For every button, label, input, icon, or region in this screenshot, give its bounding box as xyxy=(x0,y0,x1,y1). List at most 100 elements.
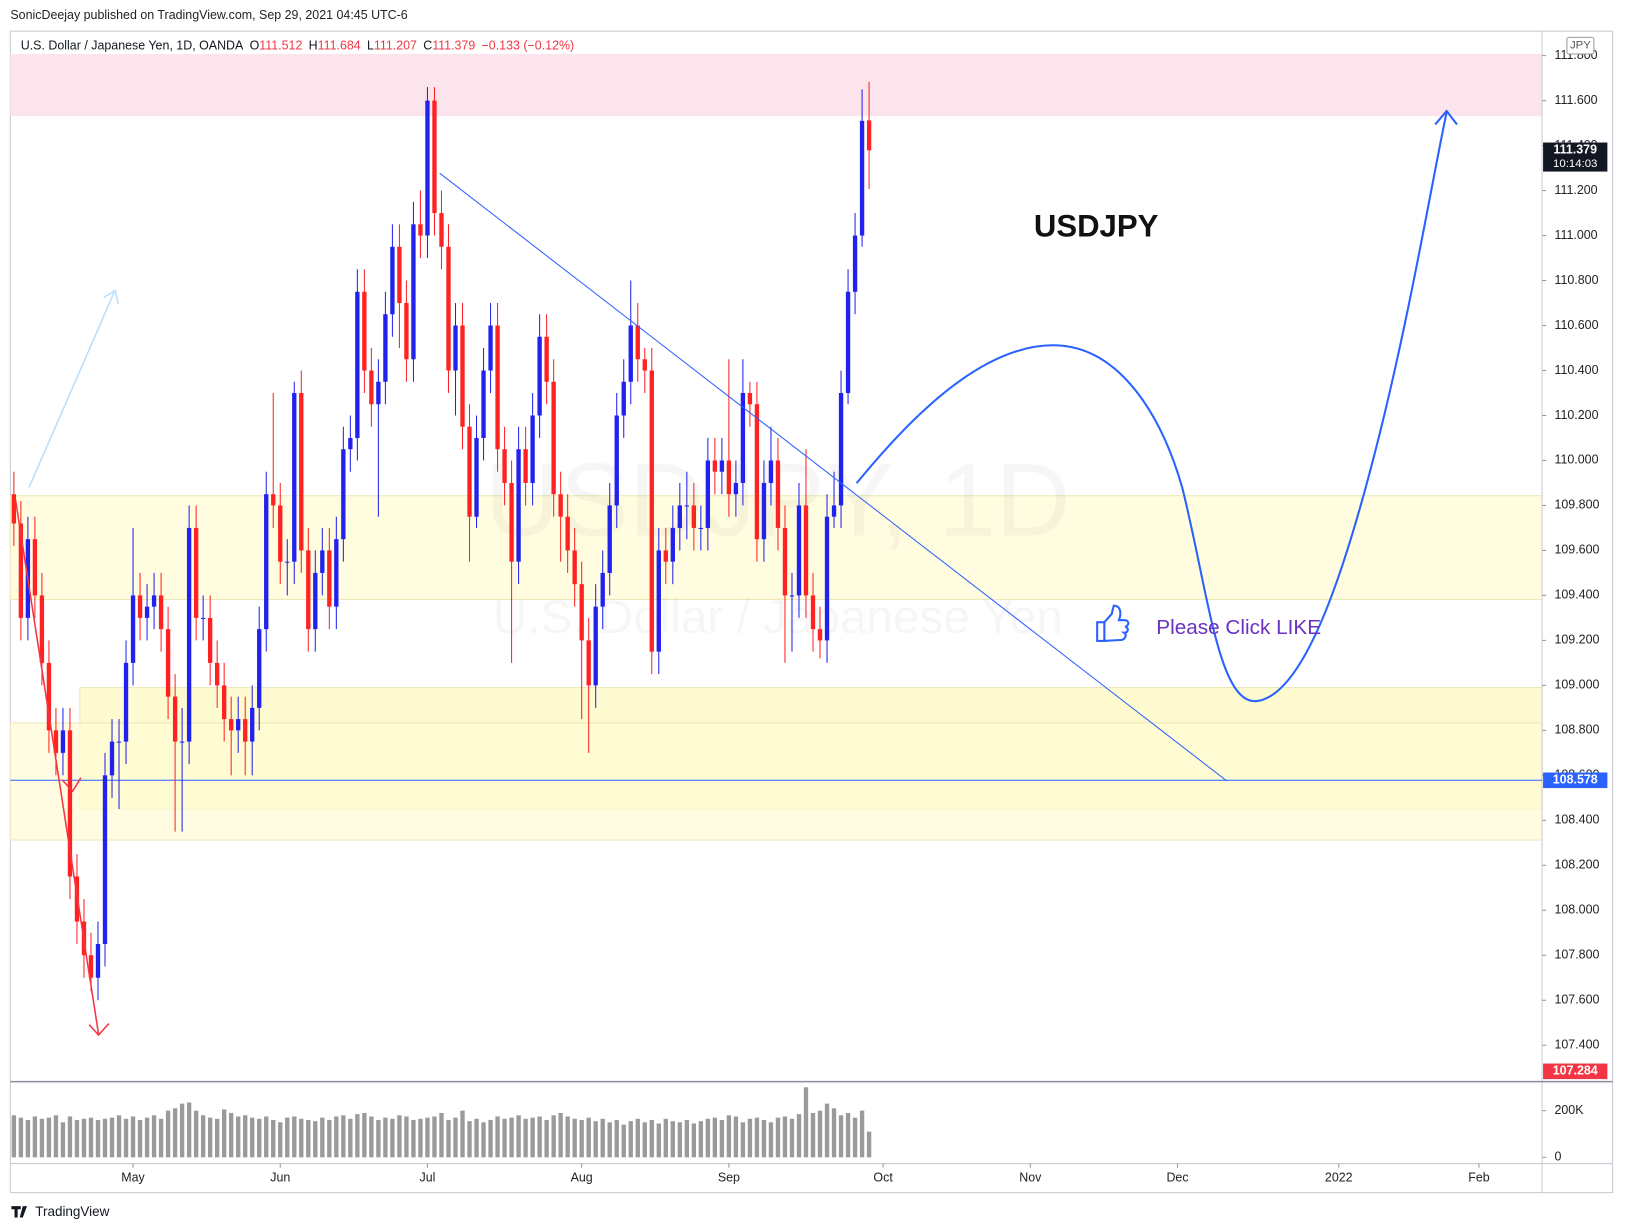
candle-body xyxy=(530,415,535,483)
volume-bar xyxy=(39,1118,45,1158)
volume-bar xyxy=(207,1117,213,1158)
support-zone xyxy=(9,722,1543,841)
volume-bar xyxy=(684,1119,690,1158)
volume-bar xyxy=(754,1117,760,1158)
candle-body xyxy=(320,550,325,573)
x-tick-label: Feb xyxy=(1468,1170,1490,1184)
volume-bar xyxy=(320,1117,325,1158)
candle-body xyxy=(102,775,108,945)
candle-body xyxy=(425,100,430,236)
candle-body xyxy=(60,730,66,753)
volume-bar xyxy=(824,1103,830,1158)
candle-body xyxy=(866,120,872,151)
candle-body xyxy=(642,359,647,371)
price-tag xyxy=(1543,772,1608,789)
annotation-like: Please Click LIKE xyxy=(1156,616,1321,639)
volume-bar xyxy=(250,1117,255,1158)
volume-bar xyxy=(67,1116,73,1158)
volume-bar xyxy=(25,1119,31,1158)
volume-bar xyxy=(264,1116,269,1158)
candle-body xyxy=(621,381,626,416)
volume-bar xyxy=(817,1110,823,1158)
volume-bar xyxy=(789,1118,795,1158)
volume-bar xyxy=(313,1121,318,1158)
volume-bar xyxy=(376,1119,381,1158)
candle-body xyxy=(271,494,276,506)
candle-body xyxy=(257,629,262,708)
candle-body xyxy=(229,719,234,731)
candle-body xyxy=(88,955,94,978)
candle-body xyxy=(593,606,598,686)
candle-body xyxy=(810,595,816,630)
candle-body xyxy=(334,539,339,607)
volume-bar xyxy=(474,1118,479,1158)
volume-bar xyxy=(747,1118,753,1158)
candle-body xyxy=(509,482,514,562)
volume-bar xyxy=(418,1118,423,1158)
x-tick-label: Jun xyxy=(270,1170,290,1184)
volume-bar xyxy=(775,1117,781,1158)
candles xyxy=(11,81,872,1158)
volume-bar xyxy=(369,1116,374,1158)
candle-body xyxy=(348,437,353,450)
volume-bar xyxy=(271,1119,276,1158)
candle-body xyxy=(32,539,38,596)
volume-bar xyxy=(495,1116,500,1158)
volume-bar xyxy=(123,1118,129,1158)
zones xyxy=(9,53,1543,841)
volume-bar xyxy=(523,1118,528,1158)
volume-bar xyxy=(656,1123,661,1158)
y-tick-label: 110.400 xyxy=(1554,363,1598,377)
candle-body xyxy=(523,449,528,483)
volume-bar xyxy=(404,1116,409,1158)
volume-bar xyxy=(502,1118,507,1158)
volume-bar xyxy=(88,1117,94,1158)
symbol-line: U.S. Dollar / Japanese Yen, 1D, OANDA O11… xyxy=(21,39,574,53)
candle-body xyxy=(488,325,493,371)
candle-body xyxy=(236,719,241,731)
volume-bar xyxy=(137,1119,143,1158)
candle-body xyxy=(607,505,612,573)
candle-body xyxy=(193,527,199,618)
volume-bar xyxy=(733,1116,739,1158)
volume-bar xyxy=(621,1124,626,1158)
y-tick-label: 107.600 xyxy=(1554,993,1599,1007)
candle-body xyxy=(383,314,388,382)
candle-body xyxy=(439,213,444,247)
candle-body xyxy=(565,516,570,551)
candle-body xyxy=(572,550,577,585)
candle-body xyxy=(95,944,101,978)
y-tick-label: 111.000 xyxy=(1554,228,1597,242)
candle-body xyxy=(404,303,409,360)
candle-body xyxy=(544,336,549,382)
volume-bar xyxy=(845,1112,851,1158)
volume-bar xyxy=(719,1119,725,1158)
volume-bar xyxy=(544,1119,549,1158)
candle-body xyxy=(852,235,858,292)
candle-body xyxy=(677,505,682,528)
candle-body xyxy=(670,527,675,562)
candle-body xyxy=(306,550,311,630)
volume-bar xyxy=(838,1115,844,1158)
candle-body xyxy=(803,505,809,596)
y-tick-label: 109.600 xyxy=(1554,543,1599,557)
candle-body xyxy=(53,730,59,753)
volume-bar xyxy=(341,1115,346,1158)
volume-bar xyxy=(551,1115,556,1158)
candle-body xyxy=(243,719,248,742)
y-tick-label: 109.800 xyxy=(1554,498,1599,512)
candle-body xyxy=(824,516,830,641)
volume-bar xyxy=(46,1117,52,1158)
volume-bar xyxy=(586,1117,591,1158)
watermark-name: U.S. Dollar / Japanese Yen xyxy=(493,591,1063,644)
volume-bar xyxy=(691,1123,697,1158)
volume-bar xyxy=(439,1112,444,1158)
symbol-header: U.S. Dollar / Japanese Yen, 1D, OANDA O11… xyxy=(21,39,574,53)
candle-body xyxy=(467,426,472,517)
candle-body xyxy=(116,741,122,743)
price-tag-label: 107.284 xyxy=(1553,1064,1598,1078)
candle-body xyxy=(796,505,802,596)
candle-body xyxy=(789,595,795,597)
volume-bar xyxy=(516,1115,521,1158)
x-tick-label: Aug xyxy=(571,1170,593,1184)
